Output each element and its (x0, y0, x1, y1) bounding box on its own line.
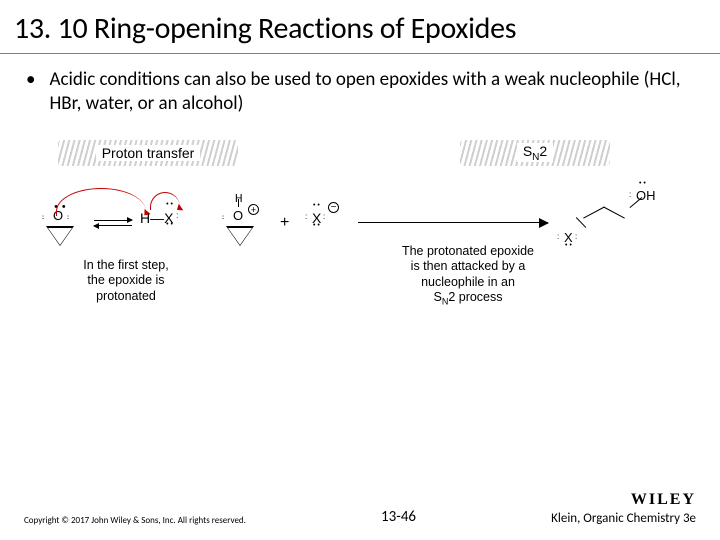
proton-transfer-arrow-2 (150, 192, 180, 210)
bullet-marker: • (26, 68, 35, 116)
slide-title: 13. 10 Ring-opening Reactions of Epoxide… (0, 0, 720, 54)
copyright-text: Copyright © 2017 John Wiley & Sons, Inc.… (24, 515, 246, 526)
footer-right: WILEY Klein, Organic Chemistry 3e (551, 491, 696, 526)
page-number: 13-46 (381, 508, 416, 526)
step2-caption: The protonated epoxideis then attacked b… (378, 244, 558, 309)
reaction-arrow (358, 222, 548, 223)
wiley-logo: WILEY (551, 491, 696, 509)
mechanism-diagram: Proton transfer SN2 • • O : : H—• •X:• •… (22, 140, 698, 400)
epoxide-reactant: • • O : : (40, 210, 80, 260)
step2-header: SN2 (517, 143, 553, 163)
step2-header-box: SN2 (460, 140, 610, 166)
bullet-text: Acidic conditions can also be used to op… (49, 68, 694, 116)
book-reference: Klein, Organic Chemistry 3e (551, 511, 696, 526)
acid-HX: H—• •X:• • (140, 210, 173, 226)
bullet-item: • Acidic conditions can also be used to … (0, 54, 720, 116)
halide-anion: • • : X : • • − (312, 210, 321, 226)
step1-header: Proton transfer (96, 145, 201, 161)
slide-footer: Copyright © 2017 John Wiley & Sons, Inc.… (0, 491, 720, 526)
step1-header-box: Proton transfer (58, 140, 238, 166)
proton-transfer-arrow-1 (56, 188, 146, 216)
step1-caption: In the first step,the epoxide isprotonat… (56, 258, 196, 305)
plus-sign: + (280, 214, 289, 232)
protonated-epoxide: H O : + (220, 210, 260, 260)
equilibrium-arrows (94, 220, 132, 226)
